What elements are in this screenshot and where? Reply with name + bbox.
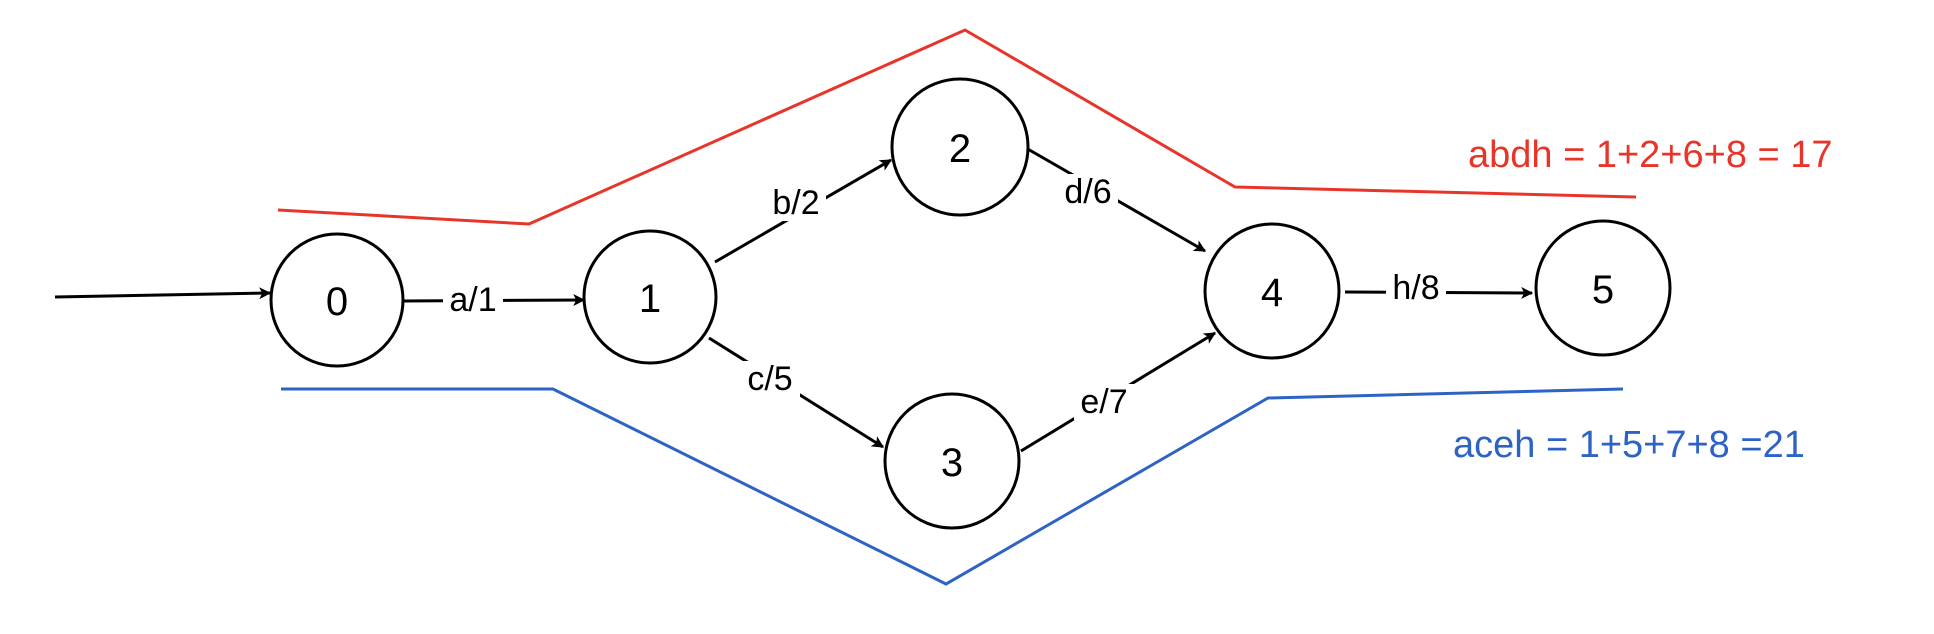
node-label: 4 xyxy=(1261,271,1283,315)
edge-label-h: h/8 xyxy=(1392,269,1439,307)
node-circle xyxy=(883,392,1021,530)
edge-label-d: d/6 xyxy=(1064,173,1111,211)
node-5: 5 xyxy=(1534,219,1672,357)
node-label: 5 xyxy=(1592,268,1614,312)
node-4: 4 xyxy=(1203,222,1341,360)
edge-1-3: c/5 xyxy=(708,336,885,449)
edge-label-c: c/5 xyxy=(747,360,792,398)
edge-label-bg xyxy=(1074,384,1134,420)
node-circle xyxy=(582,229,718,365)
node-label: 0 xyxy=(326,280,348,324)
upper-path-annotation: abdh = 1+2+6+8 = 17 xyxy=(1468,134,1833,176)
lower-path-annotation: aceh = 1+5+7+8 =21 xyxy=(1453,424,1805,466)
edge-label-e: e/7 xyxy=(1080,383,1127,421)
node-0: 0 xyxy=(269,232,405,368)
node-label: 2 xyxy=(949,127,971,171)
node-1: 1 xyxy=(582,229,718,365)
edge-label-bg xyxy=(740,361,800,397)
edge-label-b: b/2 xyxy=(772,184,819,222)
edge-label-bg xyxy=(766,185,826,221)
node-circle xyxy=(1203,222,1341,360)
edge-label-bg xyxy=(443,282,503,318)
node-circle xyxy=(890,77,1030,217)
lower-path-outline xyxy=(281,387,1624,586)
node-circle xyxy=(269,232,405,368)
start-arrow xyxy=(54,287,272,300)
edge-label-bg xyxy=(1058,174,1118,210)
upper-path-outline xyxy=(277,28,1637,226)
node-label: 3 xyxy=(941,441,963,485)
edge-2-4: d/6 xyxy=(1025,146,1207,253)
edge-0-1: a/1 xyxy=(401,281,586,319)
node-3: 3 xyxy=(883,392,1021,530)
node-label: 1 xyxy=(639,277,661,321)
edge-4-5: h/8 xyxy=(1344,269,1534,307)
node-2: 2 xyxy=(890,77,1030,217)
node-circle xyxy=(1534,219,1672,357)
edge-label-a: a/1 xyxy=(449,281,496,319)
edge-label-bg xyxy=(1386,270,1446,306)
edge-1-2: b/2 xyxy=(714,158,893,264)
edge-3-4: e/7 xyxy=(1020,331,1217,453)
